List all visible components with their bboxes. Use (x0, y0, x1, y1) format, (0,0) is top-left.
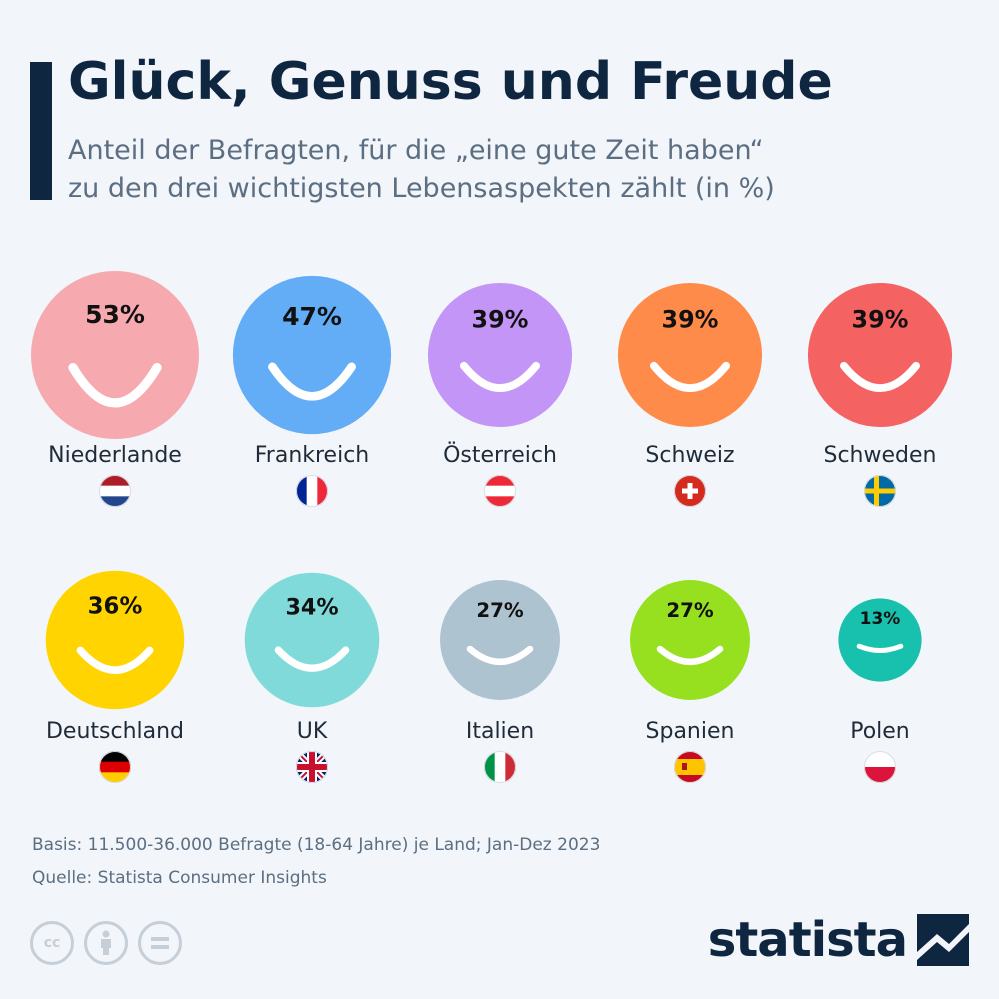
value-label: 34% (285, 594, 338, 620)
smile-mouth (460, 361, 540, 392)
smile-mouth (840, 361, 920, 392)
flag-spain-icon (674, 751, 706, 783)
value-label: 39% (852, 306, 909, 334)
bubble-circle (838, 598, 922, 682)
value-label: 13% (860, 609, 901, 629)
chart-title: Glück, Genuss und Freude (68, 52, 833, 112)
bubble-circle (807, 282, 953, 428)
value-label: 36% (88, 594, 143, 620)
smile-mouth (656, 645, 724, 665)
bubble-circle (232, 275, 392, 435)
bubble-9: 27% Spanien (630, 580, 750, 783)
country-label: Italien (466, 719, 534, 744)
bubble-8: 27% Italien (440, 580, 560, 783)
value-label: 53% (85, 300, 145, 329)
statista-brand[interactable]: statista (708, 912, 969, 968)
smile-mouth (856, 643, 904, 654)
bubble-10: 13% Polen (838, 598, 922, 783)
smile-mouth (274, 646, 350, 672)
subtitle-line-2: zu den drei wichtigsten Lebensaspekten z… (68, 173, 775, 204)
cc-icon[interactable]: cc (30, 921, 74, 965)
flag-switzerland-icon (674, 475, 706, 507)
flag-france-icon (296, 475, 328, 507)
chart-subtitle: Anteil der Befragten, für die „eine gute… (68, 132, 968, 208)
bubble-circle (31, 271, 199, 439)
smile-mouth (268, 362, 356, 401)
flag-austria-icon (484, 475, 516, 507)
bubble-circle (427, 282, 573, 428)
license-icons: cc (30, 921, 182, 965)
flag-uk-icon (296, 751, 328, 783)
value-label: 47% (282, 302, 342, 331)
flag-germany-icon (99, 751, 131, 783)
country-label: Frankreich (255, 443, 370, 468)
smile-mouth (68, 362, 162, 408)
country-label: Polen (850, 719, 910, 744)
country-label: Niederlande (48, 443, 182, 468)
country-label: Schweiz (645, 443, 734, 468)
bubble-circle (617, 282, 763, 428)
attribution-icon[interactable] (84, 921, 128, 965)
bubble-2: 47% Frankreich (232, 275, 392, 507)
bubble-5: 39% Schweden (807, 282, 953, 507)
flag-netherlands-icon (99, 475, 131, 507)
footnote-source: Quelle: Statista Consumer Insights (32, 868, 327, 888)
brand-name: statista (707, 912, 908, 968)
smile-mouth (466, 645, 534, 665)
no-derivatives-icon[interactable] (138, 921, 182, 965)
value-label: 39% (662, 306, 719, 334)
bubble-7: 34% UK (244, 572, 380, 783)
subtitle-line-1: Anteil der Befragten, für die „eine gute… (68, 135, 764, 166)
country-label: Schweden (824, 443, 937, 468)
title-accent-bar (30, 62, 52, 200)
country-label: UK (297, 719, 328, 744)
flag-italy-icon (484, 751, 516, 783)
country-label: Deutschland (46, 719, 184, 744)
flag-sweden-icon (864, 475, 896, 507)
smile-mouth (650, 361, 730, 392)
bubble-circle (630, 580, 750, 700)
statista-logo-icon (917, 914, 969, 966)
bubble-circle (440, 580, 560, 700)
bubble-6: 36% Deutschland (45, 570, 185, 783)
smile-mouth (76, 646, 154, 674)
value-label: 39% (472, 306, 529, 334)
value-label: 27% (476, 599, 524, 622)
bubble-circle (244, 572, 380, 708)
flag-poland-icon (864, 751, 896, 783)
bubble-1: 53% Niederlande (31, 271, 199, 507)
value-label: 27% (666, 599, 714, 622)
bubble-4: 39% Schweiz (617, 282, 763, 507)
bubble-3: 39% Österreich (427, 282, 573, 507)
country-label: Österreich (443, 442, 557, 468)
footnote-basis: Basis: 11.500-36.000 Befragte (18-64 Jah… (32, 835, 601, 855)
country-label: Spanien (646, 719, 735, 744)
bubble-circle (45, 570, 185, 710)
